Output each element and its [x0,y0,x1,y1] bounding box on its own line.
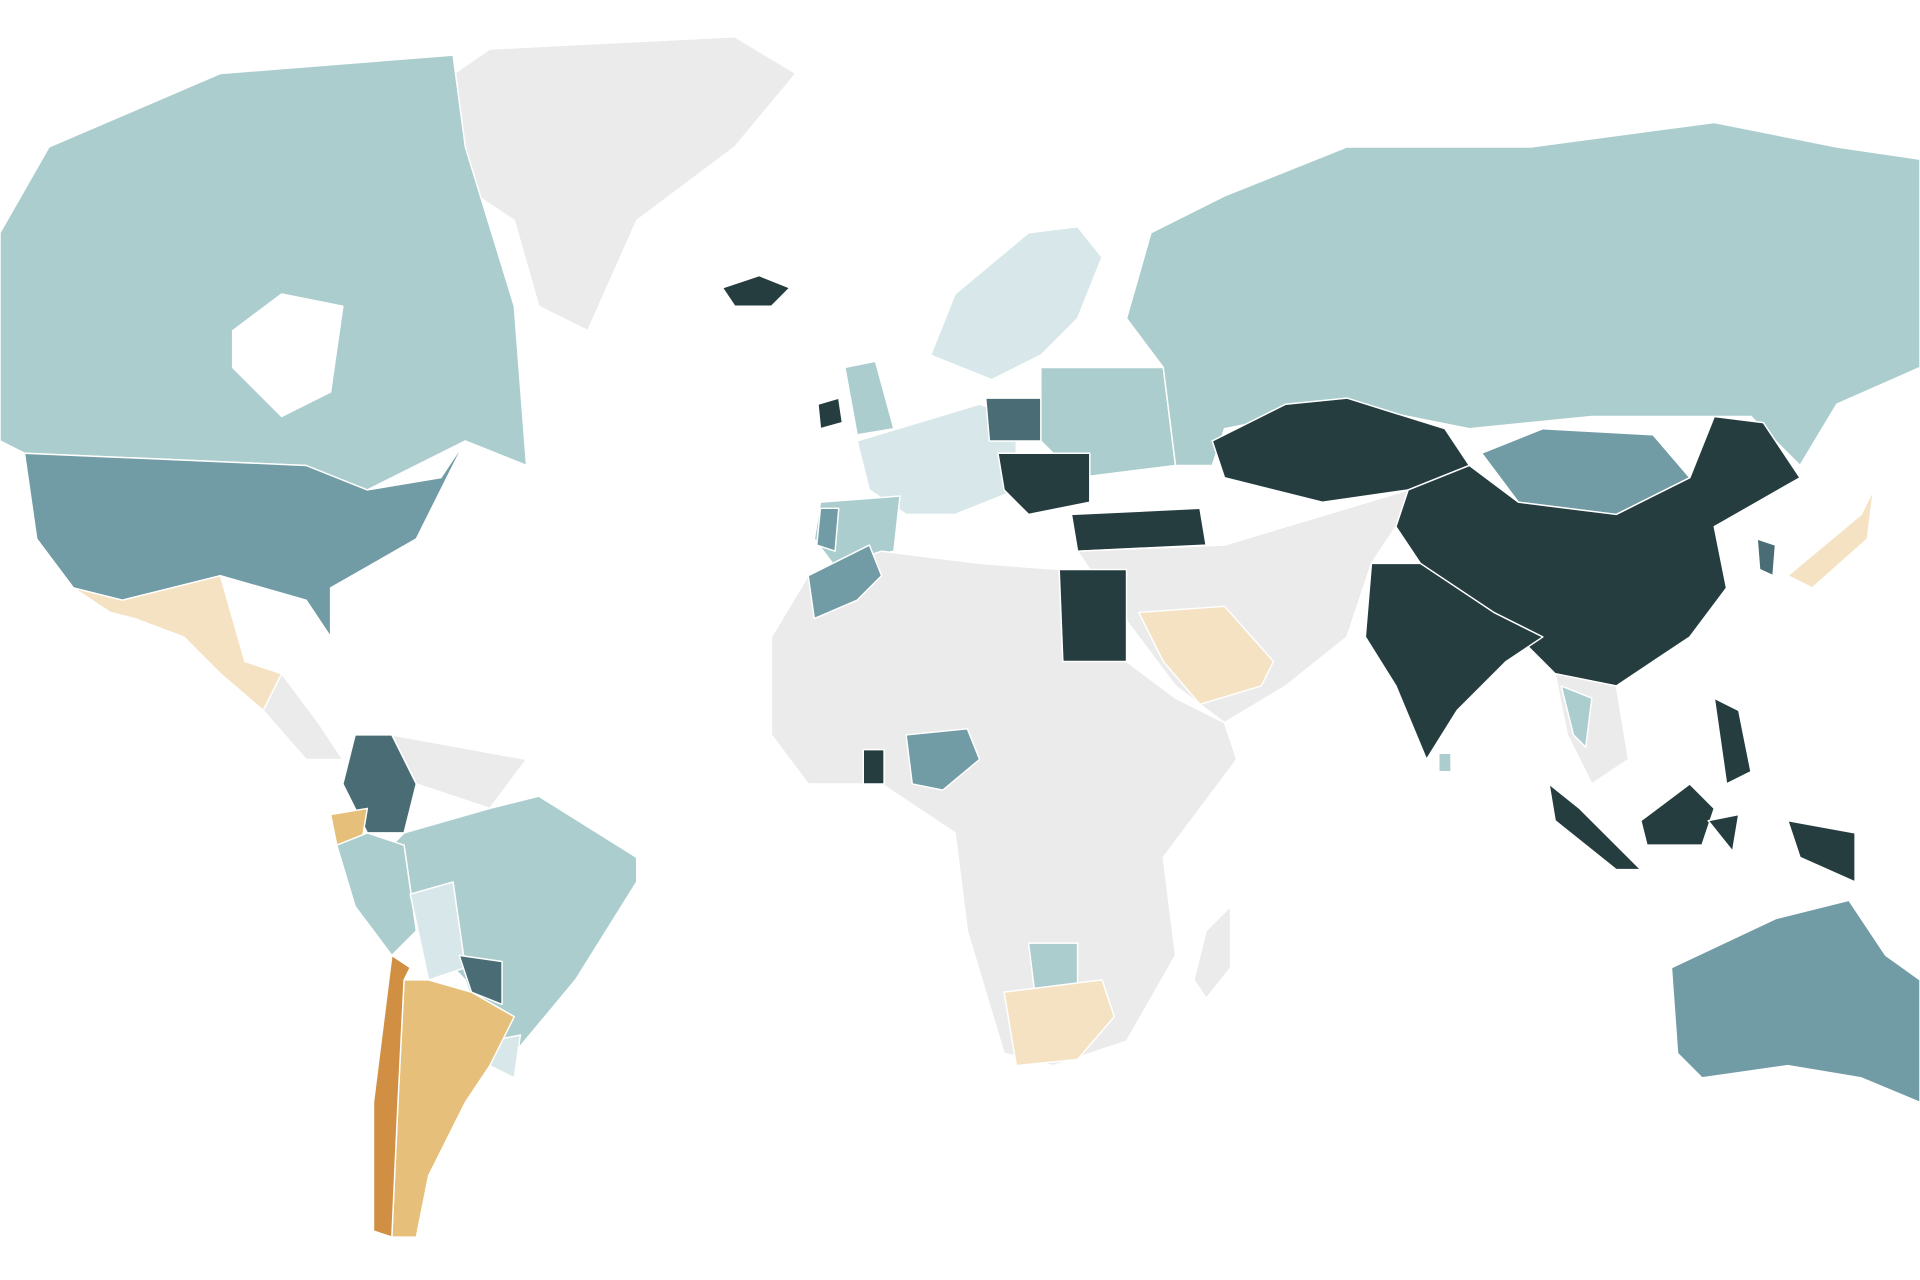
paraguay [458,954,503,1006]
hudson-bay [231,293,344,418]
morocco [807,544,883,620]
egypt [1058,568,1128,663]
madagascar [1193,905,1232,1000]
borneo [1640,783,1716,846]
africa [770,550,1238,1067]
peru [336,832,418,957]
south-korea [1756,538,1777,577]
japan [1787,489,1875,589]
central-america [262,672,344,761]
australia [1670,899,1920,1104]
thailand [1560,685,1593,748]
canada [0,54,528,503]
ghana [862,748,885,785]
scandinavia [929,225,1103,381]
russia [1125,121,1920,467]
nigeria [905,728,981,791]
mexico [72,574,283,712]
balkans [997,452,1091,516]
poland [984,397,1042,442]
south-africa [1003,979,1116,1067]
saudi-arabia [1138,605,1275,706]
sulawesi [1707,813,1740,853]
sumatra [1548,783,1642,871]
middle-east [1076,489,1409,724]
portugal [816,507,840,552]
india [1364,562,1544,761]
turkey [1070,507,1207,552]
ireland [817,397,844,430]
philippines [1713,697,1752,785]
chile [372,954,411,1238]
united-kingdom [844,360,895,436]
argentina [391,979,516,1238]
iceland [721,274,791,307]
sri-lanka [1438,752,1452,773]
new-guinea [1787,819,1856,883]
